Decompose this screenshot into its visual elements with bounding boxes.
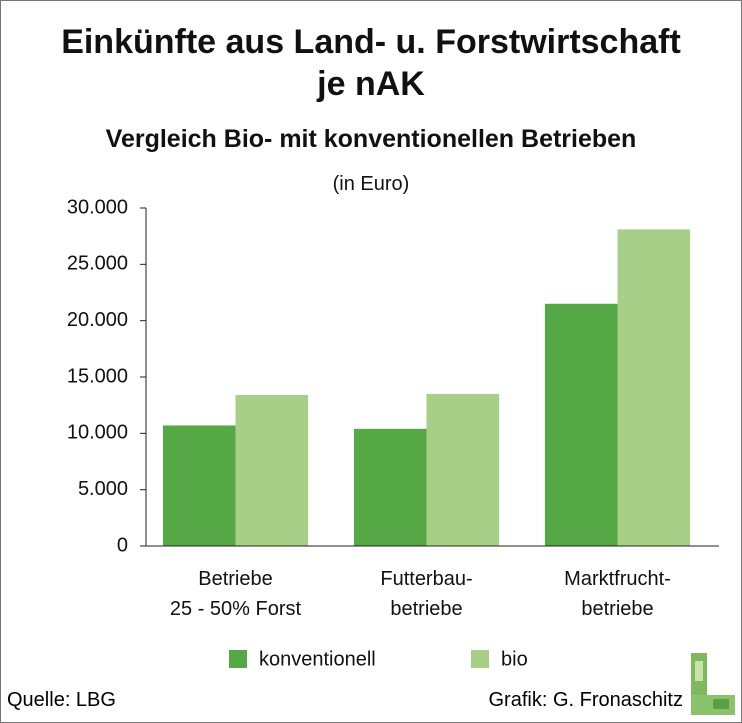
source: Quelle: LBG	[7, 689, 116, 711]
legend-swatch	[229, 650, 247, 668]
credit: Grafik: G. Fronaschitz	[488, 689, 684, 711]
bar	[426, 393, 500, 546]
y-tick-label: 10.000	[67, 422, 128, 444]
chart-title: Einkünfte aus Land- u. Forstwirtschaft j…	[61, 23, 681, 103]
logo	[691, 653, 735, 715]
y-tick-label: 15.000	[67, 365, 128, 387]
legend-label: konventionell	[259, 648, 376, 670]
y-tick-label: 30.000	[67, 196, 128, 218]
y-axis-label: (in Euro)	[332, 173, 410, 195]
bar	[617, 229, 691, 546]
y-tick-label: 0	[117, 534, 128, 556]
y-tick-label: 20.000	[67, 309, 128, 331]
x-tick-label: Betriebe 25 - 50% Forst	[169, 568, 302, 620]
legend-swatch	[471, 650, 489, 668]
x-tick-label: Marktfrucht- betriebe	[564, 568, 671, 620]
y-tick-label: 5.000	[78, 478, 128, 500]
x-tick-label: Futterbau- betriebe	[380, 568, 473, 620]
bar	[162, 425, 236, 546]
bar	[235, 395, 309, 546]
y-tick-label: 25.000	[67, 253, 128, 275]
chart-subtitle: Vergleich Bio- mit konventionellen Betri…	[105, 125, 637, 153]
bar	[544, 303, 618, 546]
bar	[353, 428, 427, 546]
legend-label: bio	[501, 648, 528, 670]
